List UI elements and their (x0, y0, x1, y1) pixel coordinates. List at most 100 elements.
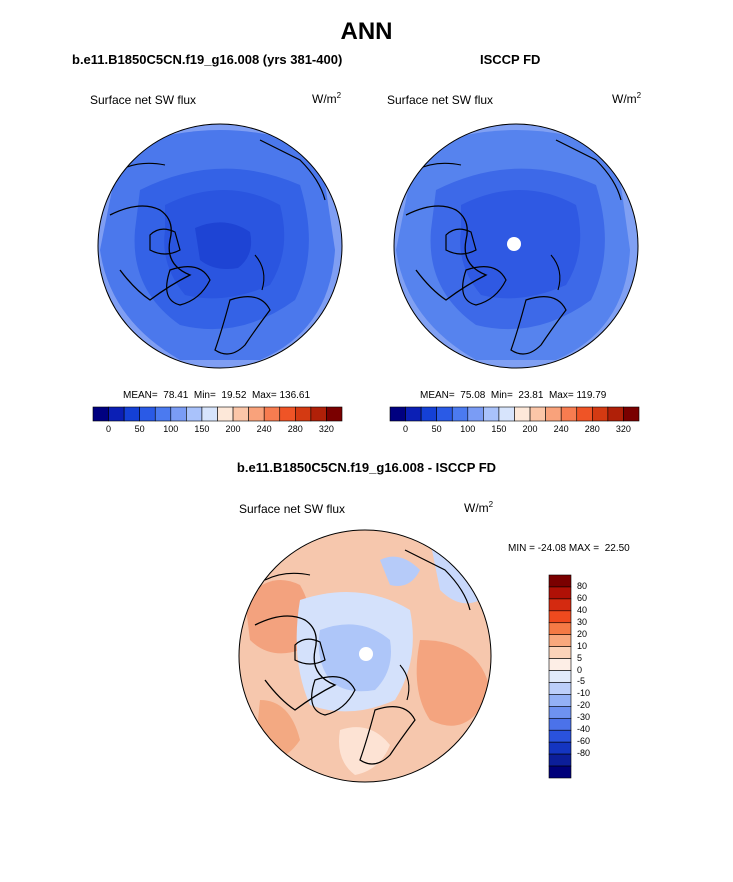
diff-colorbar-tick-label: -80 (577, 748, 591, 759)
left-colorbar-tick-label: 0 (106, 424, 112, 434)
right-variable-label: Surface net SW flux (387, 93, 494, 107)
left-colorbar-tick-label: 50 (134, 424, 145, 434)
diff-variable-label: Surface net SW flux (239, 502, 346, 516)
right-colorbar-tick-label: 320 (615, 424, 631, 434)
right-colorbar-swatch (592, 406, 609, 422)
left-colorbar-tick-label: 320 (318, 424, 334, 434)
right-colorbar-swatch (529, 406, 546, 422)
left-colorbar-swatch (108, 406, 125, 422)
right-colorbar-swatch (514, 406, 531, 422)
diff-colorbar-swatch (548, 646, 572, 659)
diff-colorbar-swatch (548, 634, 572, 647)
left-colorbar-swatch (248, 406, 265, 422)
diff-colorbar-swatch (548, 765, 572, 779)
right-colorbar-swatch (607, 406, 624, 422)
right-colorbar-swatch (389, 406, 406, 422)
right-colorbar-swatch (545, 406, 562, 422)
diff-colorbar-tick-label: 30 (577, 616, 588, 627)
diff-colorbar-swatch (548, 694, 572, 707)
diff-polar-map (239, 530, 491, 782)
left-colorbar-tick-label: 150 (194, 424, 210, 434)
diff-colorbar-tick-label: 40 (577, 604, 588, 615)
left-colorbar-swatch (217, 406, 234, 422)
diff-colorbar-swatch (548, 598, 572, 612)
left-colorbar-tick-label: 200 (225, 424, 241, 434)
right-colorbar (389, 406, 640, 422)
diff-colorbar-tick-label: 80 (577, 580, 588, 591)
diff-colorbar-tick-label: 5 (577, 652, 583, 663)
diff-colorbar-swatch (548, 574, 572, 588)
diff-colorbar-swatch (548, 670, 572, 683)
left-colorbar-swatch (154, 406, 172, 422)
diff-colorbar-tick-label: -40 (577, 724, 591, 735)
right-colorbar-swatch (467, 406, 484, 422)
diff-colorbar-tick-label: -10 (577, 688, 591, 699)
left-colorbar-swatch (186, 406, 203, 422)
diff-colorbar-swatch (548, 729, 572, 743)
right-units: W/m2 (612, 91, 642, 106)
diff-colorbar-swatch (548, 610, 572, 624)
left-colorbar-swatch (279, 406, 296, 422)
diff-colorbar-swatch (548, 658, 572, 671)
left-colorbar-swatch (326, 406, 343, 422)
left-colorbar-swatch (92, 406, 109, 422)
diff-colorbar-tick-label: -5 (577, 676, 586, 687)
left-colorbar-tick-label: 240 (256, 424, 272, 434)
right-colorbar-tick-label: 0 (403, 424, 409, 434)
left-map-border (97, 123, 343, 369)
right-colorbar-swatch (405, 406, 422, 422)
left-colorbar-tick-label: 280 (287, 424, 303, 434)
diff-colorbar-swatch (548, 706, 572, 719)
right-colorbar-tick-label: 200 (522, 424, 538, 434)
diff-colorbar-swatch (548, 741, 572, 755)
right-colorbar-tick-label: 240 (553, 424, 569, 434)
right-map-border (393, 123, 639, 369)
diff-colorbar-swatch (548, 753, 572, 767)
left-colorbar (92, 406, 343, 422)
left-colorbar-swatch (232, 406, 249, 422)
right-colorbar-swatch (451, 406, 469, 422)
left-colorbar-swatch (123, 406, 140, 422)
right-pole-hole (507, 237, 521, 251)
diff-map-border (238, 529, 492, 783)
left-colorbar-swatch (170, 406, 187, 422)
left-polar-map (98, 124, 342, 368)
left-colorbar-swatch (139, 406, 156, 422)
left-variable-label: Surface net SW flux (90, 93, 197, 107)
diff-colorbar-tick-label: -20 (577, 700, 591, 711)
diff-colorbar-tick-label: -60 (577, 736, 591, 747)
diff-colorbar-swatch (548, 682, 572, 695)
right-case-title: ISCCP FD (480, 52, 541, 67)
right-colorbar-swatch (560, 406, 578, 422)
right-colorbar-tick-label: 150 (491, 424, 507, 434)
diff-colorbar-tick-label: 20 (577, 628, 588, 639)
left-case-title: b.e11.B1850C5CN.f19_g16.008 (yrs 381-400… (72, 52, 343, 67)
diff-stats: MIN = -24.08 MAX = 22.50 (508, 543, 630, 554)
right-colorbar-swatch (420, 406, 437, 422)
diff-pole-hole (359, 647, 373, 661)
diff-colorbar-swatch (548, 622, 572, 636)
diff-colorbar (548, 574, 572, 779)
left-colorbar-swatch (201, 406, 218, 422)
diff-case-title: b.e11.B1850C5CN.f19_g16.008 - ISCCP FD (236, 460, 497, 475)
diff-colorbar-swatch (548, 717, 572, 731)
right-colorbar-swatch (436, 406, 453, 422)
left-colorbar-swatch (263, 406, 281, 422)
right-colorbar-tick-label: 280 (584, 424, 600, 434)
diff-colorbar-tick-label: 10 (577, 640, 588, 651)
right-colorbar-swatch (483, 406, 500, 422)
right-colorbar-tick-label: 100 (460, 424, 476, 434)
diff-colorbar-swatch (548, 586, 572, 600)
diff-units: W/m2 (464, 500, 494, 515)
right-colorbar-swatch (576, 406, 593, 422)
diff-colorbar-tick-label: 60 (577, 592, 588, 603)
left-colorbar-swatch (295, 406, 312, 422)
left-units: W/m2 (312, 91, 342, 106)
left-colorbar-tick-label: 100 (163, 424, 179, 434)
right-colorbar-swatch (623, 406, 640, 422)
diff-colorbar-tick-label: 0 (577, 664, 583, 675)
left-stats: MEAN= 78.41 Min= 19.52 Max= 136.61 (123, 390, 311, 401)
diff-colorbar-tick-label: -30 (577, 712, 591, 723)
left-colorbar-swatch (310, 406, 327, 422)
